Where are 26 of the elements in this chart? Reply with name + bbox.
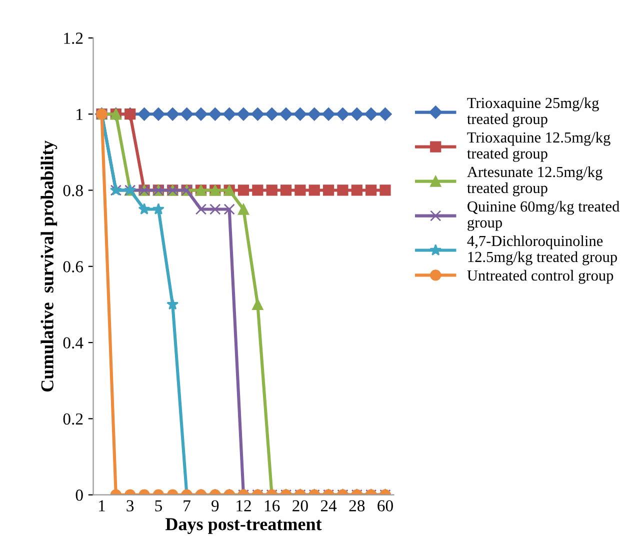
x-tick-label: 12 — [236, 500, 251, 512]
x-tick-label: 7 — [184, 500, 190, 512]
y-tick-label: 0.4 — [63, 337, 84, 349]
x-tick-label: 60 — [378, 500, 393, 512]
legend-label: Trioxaquine 12.5mg/kg treated group — [467, 132, 610, 162]
x-tick-label: 24 — [320, 500, 337, 512]
y-tick-label: 0.8 — [63, 184, 83, 196]
x-tick-label: 16 — [264, 500, 280, 512]
legend-label: Untreated control group — [467, 270, 614, 284]
x-tick-label: 5 — [155, 500, 162, 512]
y-tick-label: 1 — [76, 108, 83, 120]
y-tick-label: 0 — [76, 490, 83, 501]
y-tick-label: 0.6 — [63, 261, 84, 272]
legend-label: Quinine 60mg/kg treated group — [468, 200, 620, 231]
x-tick-label: 3 — [126, 500, 134, 512]
legend-label: Trioxaquine 25mg/kg treated group — [467, 97, 599, 128]
x-axis-title: Days post-treatment — [166, 518, 322, 534]
legend-label: 4,7-Dichloroquinoline 12.5mg/kg treated group — [467, 235, 617, 266]
legend-label: Artesunate 12.5mg/kg treated group — [467, 166, 602, 196]
x-tick-label: 9 — [212, 500, 219, 512]
x-tick-label: 28 — [349, 500, 365, 512]
x-tick-label: 20 — [292, 500, 308, 512]
y-tick-label: 0.2 — [63, 413, 83, 425]
y-tick-label: 1.2 — [64, 32, 83, 44]
y-axis-title: Cumulative survival probability — [40, 140, 58, 392]
x-tick-label: 1 — [99, 500, 105, 512]
